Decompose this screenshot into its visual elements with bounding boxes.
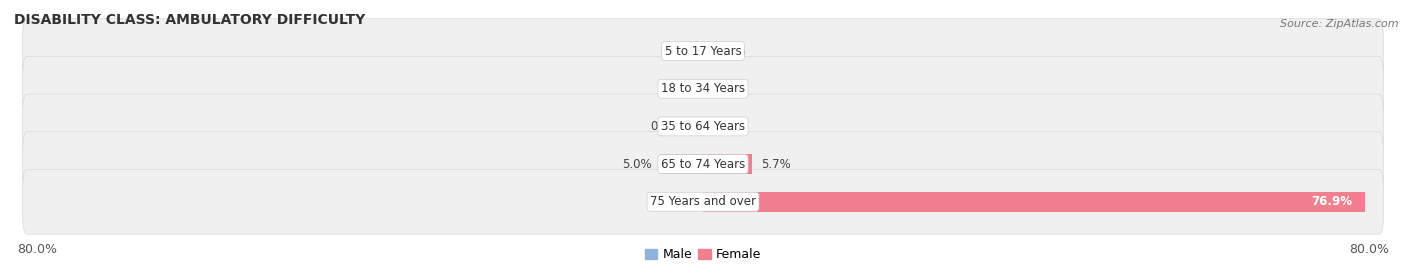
FancyBboxPatch shape xyxy=(22,169,1384,234)
FancyBboxPatch shape xyxy=(22,56,1384,121)
Text: 76.9%: 76.9% xyxy=(1312,195,1353,208)
Text: DISABILITY CLASS: AMBULATORY DIFFICULTY: DISABILITY CLASS: AMBULATORY DIFFICULTY xyxy=(14,13,366,27)
Text: 5.7%: 5.7% xyxy=(761,158,790,171)
FancyBboxPatch shape xyxy=(22,132,1384,196)
Text: 80.0%: 80.0% xyxy=(17,243,56,256)
Text: 5 to 17 Years: 5 to 17 Years xyxy=(665,45,741,58)
Text: 75 Years and over: 75 Years and over xyxy=(650,195,756,208)
Text: 0.0%: 0.0% xyxy=(716,82,745,95)
Bar xyxy=(696,117,703,136)
Legend: Male, Female: Male, Female xyxy=(645,248,761,261)
Text: 80.0%: 80.0% xyxy=(1350,243,1389,256)
Text: 0.0%: 0.0% xyxy=(716,120,745,133)
Text: 5.0%: 5.0% xyxy=(621,158,651,171)
Bar xyxy=(703,192,1365,211)
Text: 35 to 64 Years: 35 to 64 Years xyxy=(661,120,745,133)
Text: 0.78%: 0.78% xyxy=(651,120,688,133)
Text: 0.0%: 0.0% xyxy=(661,195,690,208)
Text: 0.0%: 0.0% xyxy=(661,82,690,95)
FancyBboxPatch shape xyxy=(22,94,1384,159)
Text: 0.0%: 0.0% xyxy=(661,45,690,58)
Text: 0.0%: 0.0% xyxy=(716,45,745,58)
Bar xyxy=(659,154,703,174)
Bar xyxy=(703,154,752,174)
Text: Source: ZipAtlas.com: Source: ZipAtlas.com xyxy=(1281,19,1399,29)
FancyBboxPatch shape xyxy=(22,19,1384,83)
Text: 18 to 34 Years: 18 to 34 Years xyxy=(661,82,745,95)
Text: 65 to 74 Years: 65 to 74 Years xyxy=(661,158,745,171)
